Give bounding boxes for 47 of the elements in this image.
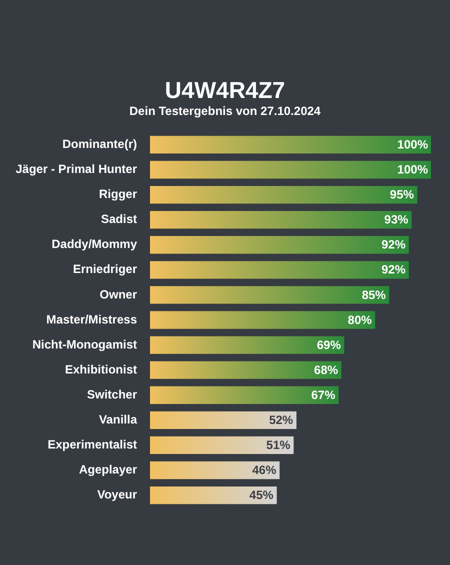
- y-tick-label: Erniedriger: [72, 262, 138, 276]
- data-label: 100%: [397, 162, 428, 177]
- bar: [150, 286, 390, 304]
- bar: [150, 311, 376, 329]
- y-tick-label: Exhibitionist: [65, 362, 138, 376]
- data-label: 51%: [266, 438, 291, 452]
- data-label: 92%: [381, 238, 406, 252]
- y-tick-label: Daddy/Mommy: [52, 237, 138, 252]
- y-tick-label: Nicht-Monogamist: [32, 337, 137, 352]
- y-tick-label: Master/Mistress: [46, 312, 138, 326]
- data-label: 67%: [311, 388, 336, 402]
- bar: [150, 160, 431, 179]
- data-label: 93%: [384, 212, 409, 227]
- bar: [150, 411, 296, 429]
- data-label: 68%: [314, 362, 338, 377]
- chart-subtitle: Dein Testergebnis von 27.10.2024: [128, 104, 322, 119]
- data-label: 46%: [252, 463, 277, 478]
- y-tick-label: Jäger - Primal Hunter: [16, 162, 138, 176]
- data-label: 95%: [390, 188, 414, 202]
- data-label: 92%: [381, 262, 406, 277]
- y-tick-label: Voyeur: [97, 488, 138, 502]
- bar: [150, 211, 412, 229]
- bar: [150, 336, 344, 354]
- y-tick-label: Sadist: [100, 212, 137, 226]
- bar: [150, 136, 431, 154]
- data-label: 52%: [269, 412, 294, 427]
- bar: [150, 236, 409, 254]
- y-tick-label: Vanilla: [98, 412, 138, 426]
- bar: [150, 486, 277, 504]
- bar: [150, 361, 342, 379]
- y-tick-label: Switcher: [86, 387, 138, 402]
- data-label: 100%: [397, 138, 428, 152]
- bar: [150, 261, 409, 279]
- data-label: 80%: [348, 312, 372, 327]
- bar: [150, 461, 280, 480]
- data-label: 85%: [362, 288, 386, 302]
- bar: [150, 186, 418, 204]
- bar: [150, 436, 294, 454]
- chart-title: U4W4R4Z7: [164, 77, 286, 103]
- y-tick-label: Dominante(r): [62, 137, 137, 152]
- y-tick-label: Owner: [100, 287, 138, 302]
- bar: [150, 386, 339, 404]
- y-tick-label: Rigger: [98, 187, 138, 202]
- data-label: 69%: [316, 338, 342, 352]
- data-label: 45%: [249, 488, 274, 502]
- y-tick-label: Ageplayer: [78, 462, 138, 477]
- y-tick-label: Experimentalist: [48, 438, 137, 452]
